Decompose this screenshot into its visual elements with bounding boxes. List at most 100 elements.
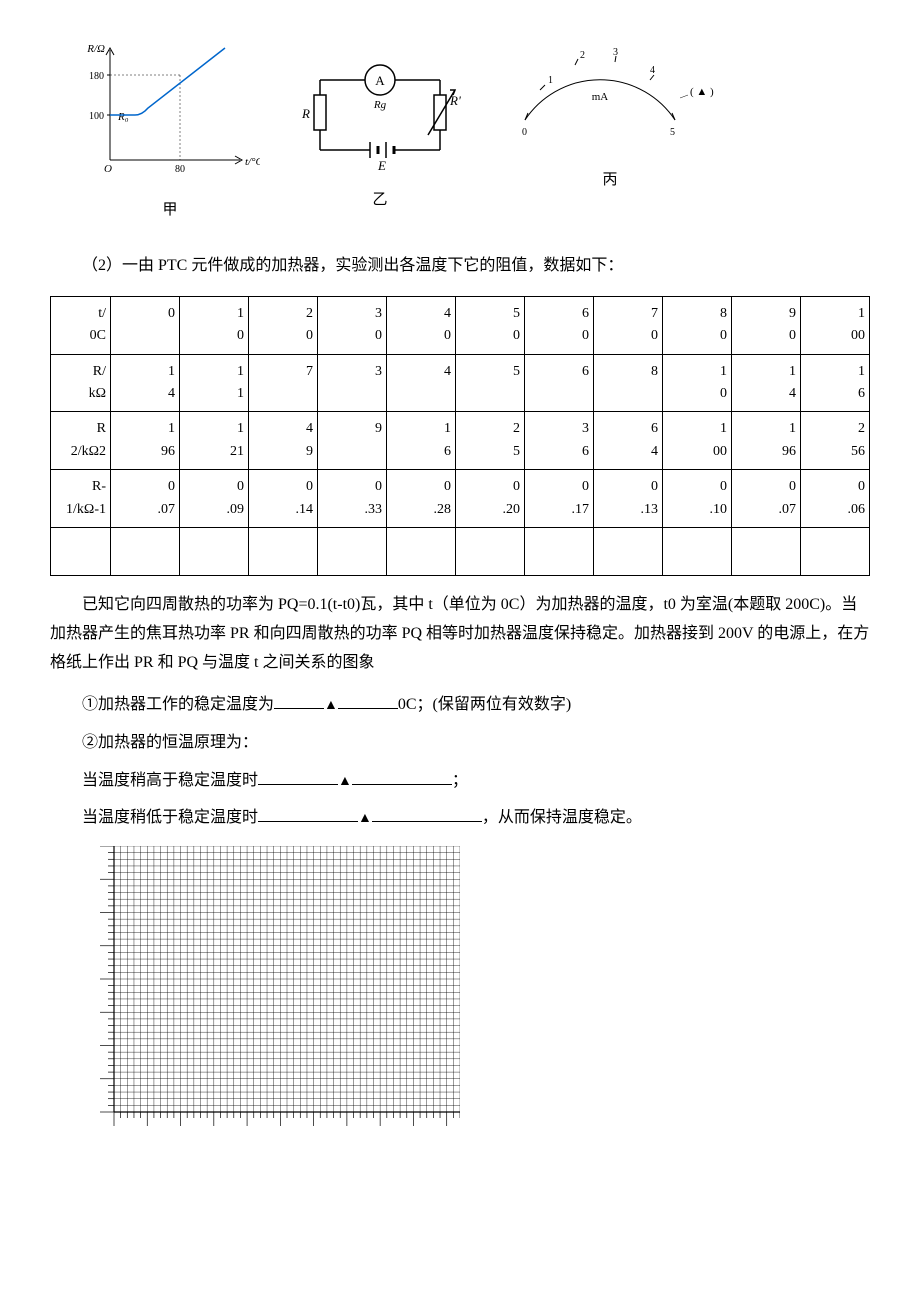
graph-jia-svg: R/Ω t/°C 180 100 80 R₀ O [80, 40, 260, 190]
tick-4: 4 [650, 65, 655, 76]
table-cell: 7 0 [594, 296, 663, 354]
table-cell: 1 96 [732, 412, 801, 470]
diagram-bing: 0 1 2 3 4 5 mA ( ▲ ) 丙 [500, 40, 720, 222]
meter-marker: ( ▲ ) [690, 86, 714, 98]
tick-5: 5 [670, 127, 675, 138]
table-cell: 0 .28 [387, 470, 456, 528]
table-cell [249, 527, 318, 575]
blank-1a[interactable] [274, 708, 324, 709]
table-cell: 2 56 [801, 412, 870, 470]
table-cell: 7 [249, 354, 318, 412]
table-cell: 4 0 [387, 296, 456, 354]
table-cell: 4 9 [249, 412, 318, 470]
diagrams-row: R/Ω t/°C 180 100 80 R₀ O 甲 [80, 40, 870, 222]
table-cell: 1 00 [663, 412, 732, 470]
table-cell: 3 0 [318, 296, 387, 354]
triangle-3: ▲ [358, 811, 372, 826]
table-cell: 8 [594, 354, 663, 412]
q2-intro: （2）一由 PTC 元件做成的加热器，实验测出各温度下它的阻值，数据如下： [50, 252, 870, 281]
tick-2: 2 [580, 50, 585, 61]
table-cell: 6 0 [525, 296, 594, 354]
table-cell: 0 .20 [456, 470, 525, 528]
meter-bing-svg: 0 1 2 3 4 5 mA ( ▲ ) [500, 40, 720, 160]
table-row: R/ kΩ1 41 17345681 01 41 6 [51, 354, 870, 412]
table-cell: 1 6 [387, 412, 456, 470]
table-cell: 1 4 [111, 354, 180, 412]
table-cell: 9 [318, 412, 387, 470]
grid-svg [100, 846, 460, 1126]
table-cell: 6 4 [594, 412, 663, 470]
y-axis-label: R/Ω [86, 43, 105, 55]
grid-paper [100, 846, 870, 1135]
blank-3b[interactable] [372, 821, 482, 822]
table-cell: 6 [525, 354, 594, 412]
table-row: t/ 0C01 02 03 04 05 06 07 08 09 01 00 [51, 296, 870, 354]
curve-line [110, 48, 225, 115]
r-label: R [301, 106, 310, 121]
rprime-label: R' [449, 93, 461, 108]
table-cell: 0 .07 [732, 470, 801, 528]
blank-3a[interactable] [258, 821, 358, 822]
q1-prefix: ①加热器工作的稳定温度为 [82, 696, 274, 713]
r0-label: R₀ [117, 111, 129, 123]
rg-label: Rg [373, 99, 387, 111]
table-row [51, 527, 870, 575]
data-table: t/ 0C01 02 03 04 05 06 07 08 09 01 00R/ … [50, 296, 870, 576]
table-cell: 0 [111, 296, 180, 354]
x-tick-80: 80 [175, 164, 185, 175]
tick-3: 3 [613, 47, 618, 58]
row-header: R/ kΩ [51, 354, 111, 412]
table-cell: 9 0 [732, 296, 801, 354]
table-cell: 2 0 [249, 296, 318, 354]
table-cell: 1 4 [732, 354, 801, 412]
table-cell [456, 527, 525, 575]
row-header [51, 527, 111, 575]
q2-line2-prefix: 当温度稍低于稳定温度时 [82, 809, 258, 826]
table-cell [594, 527, 663, 575]
blank-1b[interactable] [338, 708, 398, 709]
circuit-yi-svg: R A Rg R' E [290, 40, 470, 180]
q2-line1-suffix: ； [452, 772, 468, 789]
table-cell: 1 1 [180, 354, 249, 412]
row-header: t/ 0C [51, 296, 111, 354]
body-para1: 已知它向四周散热的功率为 PQ=0.1(t-t0)瓦，其中 t（单位为 0C）为… [50, 591, 870, 677]
table-cell: 0 .13 [594, 470, 663, 528]
table-cell [387, 527, 456, 575]
table-cell: 1 00 [801, 296, 870, 354]
e-label: E [377, 158, 386, 173]
diagram-jia: R/Ω t/°C 180 100 80 R₀ O 甲 [80, 40, 260, 222]
unit-ma: mA [592, 91, 609, 103]
q2-line2: 当温度稍低于稳定温度时▲，从而保持温度稳定。 [50, 805, 870, 831]
table-cell: 1 6 [801, 354, 870, 412]
label-yi: 乙 [372, 188, 387, 212]
table-cell: 1 0 [180, 296, 249, 354]
triangle-2: ▲ [338, 774, 352, 789]
table-cell: 1 0 [663, 354, 732, 412]
q1-suffix: 0C；(保留两位有效数字) [398, 696, 571, 713]
row-header: R 2/kΩ2 [51, 412, 111, 470]
table-cell [111, 527, 180, 575]
table-cell: 2 5 [456, 412, 525, 470]
blank-2b[interactable] [352, 784, 452, 785]
table-cell [525, 527, 594, 575]
tick-1: 1 [548, 75, 553, 86]
q1-line: ①加热器工作的稳定温度为 ▲ 0C；(保留两位有效数字) [50, 692, 870, 718]
table-cell: 5 0 [456, 296, 525, 354]
diagram-yi: R A Rg R' E 乙 [290, 40, 470, 222]
table-cell: 1 96 [111, 412, 180, 470]
row-header: R- 1/kΩ-1 [51, 470, 111, 528]
table-cell: 5 [456, 354, 525, 412]
table-cell [180, 527, 249, 575]
blank-2a[interactable] [258, 784, 338, 785]
q2-line1-prefix: 当温度稍高于稳定温度时 [82, 772, 258, 789]
table-cell: 1 21 [180, 412, 249, 470]
tick-0: 0 [522, 127, 527, 138]
y-tick-180: 180 [89, 71, 104, 82]
table-cell: 0 .07 [111, 470, 180, 528]
table-row: R 2/kΩ21 961 214 991 62 53 66 41 001 962… [51, 412, 870, 470]
table-cell [732, 527, 801, 575]
triangle-1: ▲ [324, 698, 338, 713]
q2-title: ②加热器的恒温原理为： [50, 730, 870, 756]
table-cell: 0 .14 [249, 470, 318, 528]
table-cell: 0 .10 [663, 470, 732, 528]
